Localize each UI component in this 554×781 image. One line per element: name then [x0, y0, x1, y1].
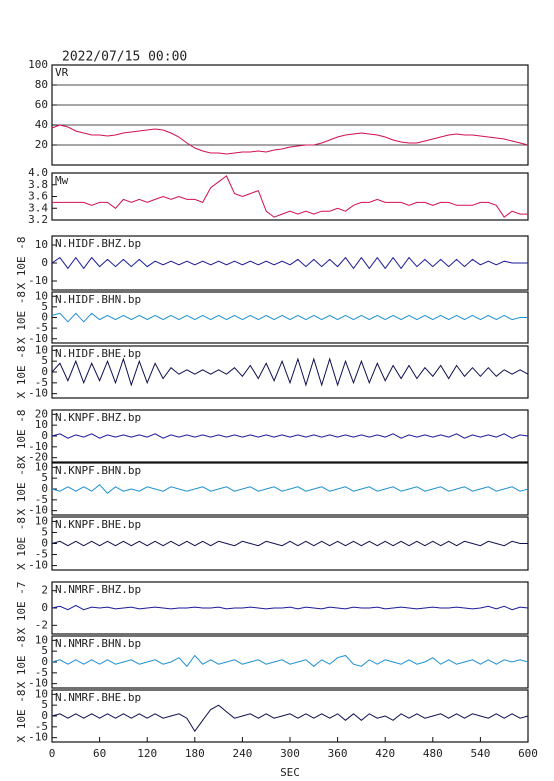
- y-tick-label: 0: [41, 365, 48, 378]
- y-tick-label: 4.0: [28, 166, 48, 179]
- y-tick-label: -5: [35, 493, 48, 506]
- y-tick-label: 5: [41, 471, 48, 484]
- x-tick-label: 300: [280, 747, 300, 760]
- x-tick-label: 420: [375, 747, 395, 760]
- y-tick-label: 10: [35, 343, 48, 356]
- y-tick-label: -5: [35, 548, 48, 561]
- panel-label: N.KNPF.BHE.bp: [55, 518, 141, 531]
- y-tick-label: 0: [41, 537, 48, 550]
- y-tick-label: 5: [41, 698, 48, 711]
- panel-label: VR: [55, 66, 69, 79]
- y-tick-label: -5: [35, 321, 48, 334]
- panel-label: N.HIDF.BHN.bp: [55, 293, 141, 306]
- y-tick-label: 0: [41, 429, 48, 442]
- y-tick-label: 80: [35, 78, 48, 91]
- panel-label: N.NMRF.BHZ.bp: [55, 583, 141, 596]
- x-tick-label: 180: [185, 747, 205, 760]
- y-tick-label: 10: [35, 633, 48, 646]
- y-axis-label: X 10E -8: [15, 690, 28, 743]
- data-line: [51, 654, 529, 668]
- y-tick-label: -10: [28, 332, 48, 345]
- y-tick-label: 0: [41, 709, 48, 722]
- y-tick-label: -10: [28, 387, 48, 400]
- y-tick-label: 20: [35, 138, 48, 151]
- panel-label: N.KNPF.BHZ.bp: [55, 411, 141, 424]
- panel-frame: [51, 172, 529, 221]
- y-tick-label: 0: [41, 311, 48, 324]
- y-tick-label: 3.6: [28, 190, 48, 203]
- data-line: [51, 704, 529, 733]
- y-tick-label: 60: [35, 98, 48, 111]
- y-tick-label: -10: [28, 677, 48, 690]
- y-axis-label: X 10E -8: [15, 517, 28, 570]
- data-line: [51, 433, 529, 439]
- y-tick-label: -20: [28, 451, 48, 464]
- y-tick-label: -5: [35, 376, 48, 389]
- data-line: [51, 540, 528, 547]
- y-tick-label: 0: [41, 655, 48, 668]
- y-tick-label: -10: [28, 274, 48, 287]
- y-axis-label: X 10E -8: [15, 291, 28, 344]
- y-tick-label: 5: [41, 525, 48, 538]
- y-tick-label: 3.2: [28, 213, 48, 226]
- y-tick-label: 20: [35, 407, 48, 420]
- y-tick-label: -2: [35, 618, 48, 631]
- data-line: [51, 604, 529, 611]
- panel-label: N.HIDF.BHE.bp: [55, 347, 141, 360]
- y-axis-label: X 10E -8: [15, 636, 28, 689]
- y-tick-label: 10: [35, 514, 48, 527]
- y-tick-label: 10: [35, 687, 48, 700]
- y-tick-label: 5: [41, 354, 48, 367]
- panel-label: Mw: [55, 174, 69, 187]
- y-tick-label: -10: [28, 440, 48, 453]
- y-tick-label: 10: [35, 418, 48, 431]
- data-line: [51, 357, 529, 387]
- data-line: [51, 124, 529, 155]
- panel-label: N.NMRF.BHE.bp: [55, 691, 141, 704]
- y-axis-label: X 10E -8: [15, 237, 28, 290]
- y-tick-label: -10: [28, 504, 48, 517]
- chart-heading: 2022/07/15 00:00: [62, 50, 187, 65]
- y-axis-label: X 10E -8: [15, 463, 28, 516]
- x-tick-label: 120: [137, 747, 157, 760]
- y-tick-label: 3.4: [28, 201, 48, 214]
- y-tick-label: 0: [41, 601, 48, 614]
- x-tick-label: 480: [423, 747, 443, 760]
- y-tick-label: 2: [41, 584, 48, 597]
- x-tick-label: 240: [232, 747, 252, 760]
- y-tick-label: 0: [41, 482, 48, 495]
- y-axis-label: X 10E -8: [15, 410, 28, 463]
- y-tick-label: -10: [28, 559, 48, 572]
- y-axis-label: X 10E -7: [15, 582, 28, 635]
- x-tick-label: 0: [49, 747, 56, 760]
- panel-label: N.NMRF.BHN.bp: [55, 637, 141, 650]
- data-line: [51, 256, 528, 270]
- y-tick-label: 0: [41, 256, 48, 269]
- panel-frame: [51, 64, 529, 166]
- y-axis-label: X 10E -8: [15, 346, 28, 399]
- data-line: [51, 312, 528, 323]
- y-tick-label: -10: [28, 731, 48, 744]
- y-tick-label: 40: [35, 118, 48, 131]
- y-tick-label: 5: [41, 644, 48, 657]
- x-tick-label: 600: [518, 747, 538, 760]
- panel-label: N.HIDF.BHZ.bp: [55, 237, 141, 250]
- y-tick-label: -5: [35, 666, 48, 679]
- x-tick-label: 360: [328, 747, 348, 760]
- data-line: [52, 175, 528, 218]
- y-tick-label: 3.8: [28, 178, 48, 191]
- y-tick-label: 10: [35, 238, 48, 251]
- y-tick-label: 5: [41, 300, 48, 313]
- x-axis-label: SEC: [280, 766, 300, 779]
- data-line: [51, 484, 529, 494]
- x-tick-label: 540: [470, 747, 490, 760]
- y-tick-label: 10: [35, 460, 48, 473]
- y-tick-label: 100: [28, 58, 48, 71]
- y-tick-label: 10: [35, 289, 48, 302]
- y-tick-label: -5: [35, 720, 48, 733]
- x-tick-label: 60: [93, 747, 106, 760]
- panel-label: N.KNPF.BHN.bp: [55, 464, 141, 477]
